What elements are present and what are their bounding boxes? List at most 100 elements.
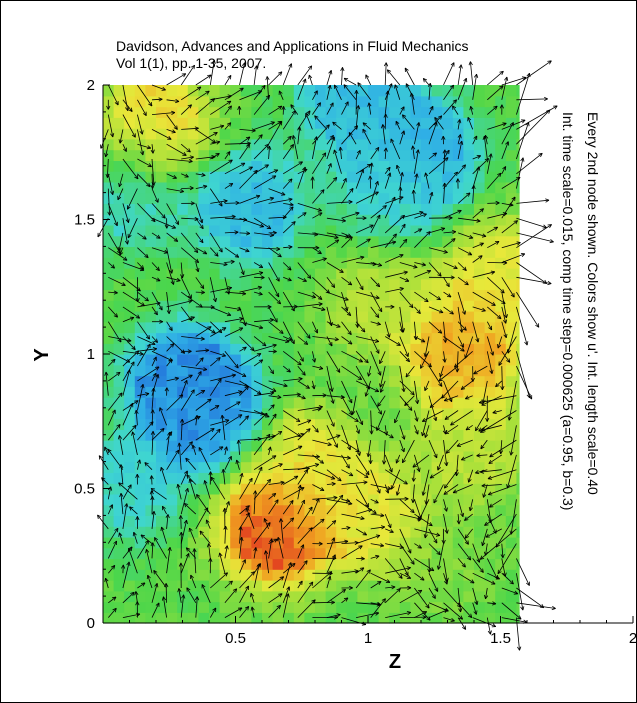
arrow-head [419, 544, 422, 549]
arrow-head [200, 286, 204, 289]
color-cell [198, 128, 210, 140]
color-cell [495, 515, 507, 527]
color-cell [399, 440, 411, 452]
color-cell [505, 311, 517, 323]
velocity-arrow [404, 67, 415, 86]
velocity-arrow [487, 602, 496, 605]
color-cell [389, 267, 401, 280]
arrow-head [309, 274, 312, 279]
color-cell [134, 354, 146, 366]
arrow-head [332, 135, 334, 140]
arrow-head [113, 540, 117, 544]
color-cell [378, 106, 390, 118]
velocity-arrow [355, 351, 369, 364]
color-cell [368, 440, 380, 452]
velocity-arrow [424, 380, 430, 391]
color-cell [452, 332, 464, 344]
color-cell [315, 601, 327, 613]
color-cell [145, 601, 157, 613]
velocity-arrow [414, 122, 420, 145]
arrow-head [499, 315, 502, 319]
arrow-head [234, 230, 239, 233]
velocity-arrow [355, 528, 367, 536]
arrow-head [461, 388, 466, 390]
arrow-head [376, 490, 381, 494]
color-cell [431, 246, 443, 258]
color-cell [251, 257, 263, 269]
velocity-arrow [181, 374, 193, 382]
color-cell [209, 536, 221, 549]
color-cell [187, 246, 199, 258]
arrow-head [440, 227, 445, 229]
arrow-head [400, 328, 404, 333]
color-cell [346, 300, 358, 312]
arrow-head [367, 372, 369, 377]
color-cell [346, 138, 358, 151]
arrow-head [175, 237, 179, 242]
color-cell [283, 181, 295, 194]
velocity-arrow [282, 586, 290, 603]
velocity-arrow [137, 336, 156, 345]
arrow-head [400, 254, 404, 258]
color-cell [166, 612, 178, 624]
color-cell [293, 214, 305, 226]
arrow-head [260, 275, 265, 278]
color-cell [357, 450, 369, 463]
arrow-head [218, 357, 221, 362]
arrow-head [502, 289, 505, 294]
arrow-head [415, 149, 419, 154]
velocity-arrow [282, 410, 301, 422]
color-cell [346, 160, 358, 172]
arrow-head [260, 277, 265, 280]
arrow-head [402, 172, 404, 177]
color-cell [272, 267, 284, 280]
velocity-arrow [414, 228, 423, 234]
color-cell [134, 278, 146, 291]
color-cell [516, 321, 520, 334]
color-cell [421, 483, 433, 495]
arrow-head [375, 285, 380, 288]
velocity-arrow [367, 440, 372, 457]
arrow-head [492, 601, 497, 605]
arrow-head [452, 231, 457, 235]
color-cell [103, 354, 115, 366]
color-cell [368, 311, 380, 323]
velocity-arrow [180, 86, 202, 101]
velocity-arrow [370, 306, 380, 318]
color-cell [240, 311, 252, 323]
color-cell [240, 171, 252, 183]
color-cell [452, 354, 464, 366]
velocity-arrow [221, 415, 226, 441]
arrow-head [132, 592, 135, 597]
velocity-arrow [326, 85, 331, 100]
arrow-head [139, 351, 144, 355]
arrow-head [165, 514, 169, 518]
color-cell [378, 171, 390, 183]
color-cell [293, 397, 305, 409]
arrow-head [451, 310, 454, 315]
color-cell [336, 106, 348, 118]
arrow-head [418, 122, 421, 127]
color-cell [177, 106, 189, 118]
color-cell [103, 601, 115, 613]
velocity-arrow [457, 78, 467, 100]
arrow-head [173, 127, 178, 130]
arrow-head [400, 186, 403, 191]
color-cell [463, 386, 475, 398]
arrow-head [113, 596, 117, 601]
arrow-head [167, 546, 171, 551]
color-cell [346, 278, 358, 291]
color-cell [219, 364, 231, 377]
arrow-head [251, 128, 256, 132]
color-cell [484, 224, 496, 237]
arrow-head [328, 343, 333, 347]
velocity-arrow [297, 581, 314, 604]
velocity-arrow [181, 416, 201, 426]
velocity-arrow [137, 247, 149, 258]
velocity-arrow [384, 484, 389, 494]
arrow-head [375, 499, 379, 504]
color-cell [209, 95, 221, 108]
arrow-head [464, 310, 466, 315]
color-cell [272, 386, 284, 398]
velocity-arrow [253, 291, 263, 295]
